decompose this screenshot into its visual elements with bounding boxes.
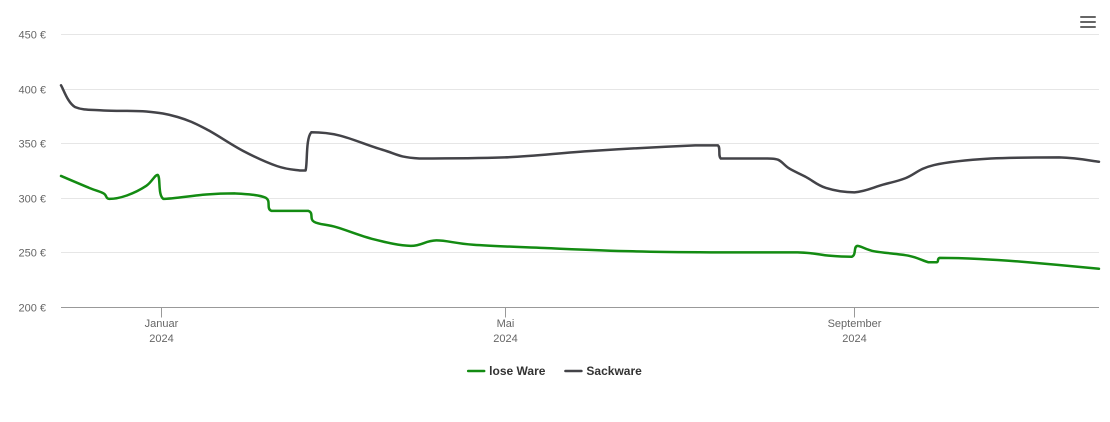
x-tick-label-month: Januar [145, 318, 179, 330]
y-tick-label: 400 € [18, 85, 46, 97]
x-axis: Januar 2024 Mai 2024 September 2024 [61, 307, 1099, 345]
y-tick-label: 350 € [18, 139, 46, 151]
series-lines [59, 84, 1101, 271]
hamburger-menu-icon[interactable] [1078, 12, 1098, 32]
x-tick-label-year: 2024 [149, 333, 173, 345]
legend-label: Sackware [586, 364, 642, 378]
y-tick-label: 300 € [18, 194, 46, 206]
y-tick-label: 200 € [18, 303, 46, 315]
legend-item-lose-ware[interactable]: lose Ware [466, 364, 546, 378]
x-tick-label-month: Mai [497, 318, 515, 330]
y-axis: 200 € 250 € 300 € 350 € 400 € 450 € [18, 30, 46, 315]
legend-item-sackware[interactable]: Sackware [564, 364, 642, 378]
x-tick-label-year: 2024 [493, 333, 517, 345]
y-tick-label: 450 € [18, 30, 46, 42]
legend-label: lose Ware [489, 364, 546, 378]
legend: lose Ware Sackware [466, 364, 642, 378]
y-tick-label: 250 € [18, 248, 46, 260]
series-line-sackware [59, 84, 1101, 194]
x-tick-label-month: September [828, 318, 882, 330]
series-line-lose-ware [59, 173, 1101, 271]
grid-lines [61, 34, 1099, 253]
x-tick-label-year: 2024 [842, 333, 866, 345]
